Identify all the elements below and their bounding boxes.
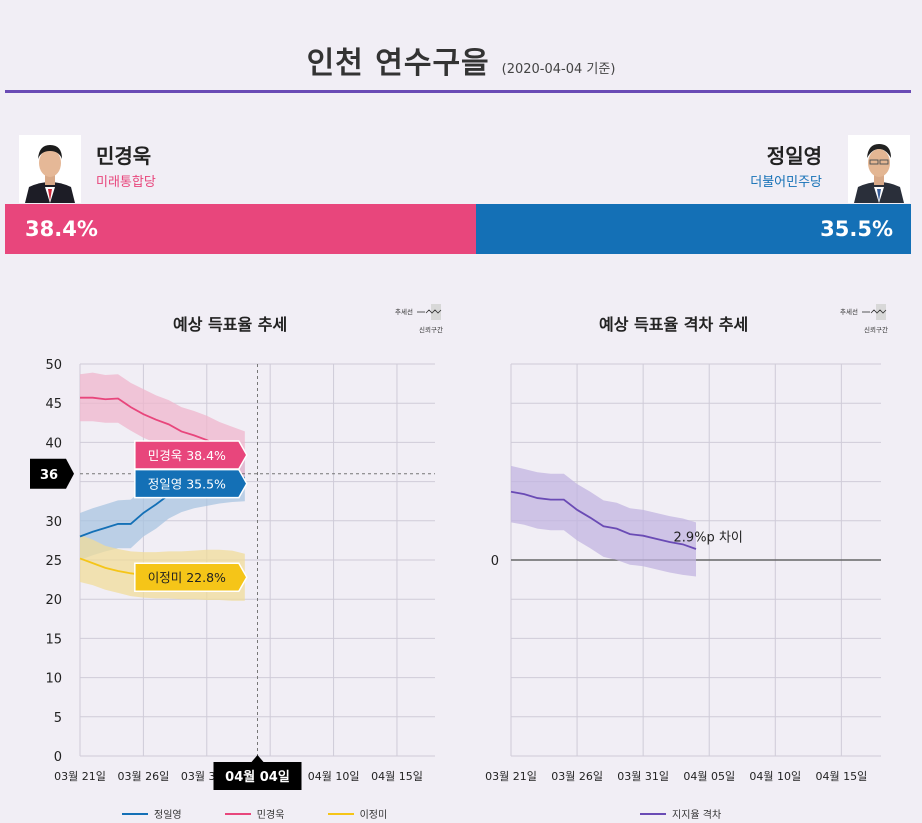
legend-label: 정일영 <box>154 810 182 821</box>
x-tick-label: 03월 21일 <box>485 769 537 783</box>
y-tick-label: 50 <box>45 358 62 373</box>
y-tick-label: 5 <box>54 711 62 726</box>
right-share-bar: 35.5% <box>476 204 911 254</box>
y-tick-label: 20 <box>45 593 62 608</box>
legend-swatch <box>327 812 354 815</box>
series-tooltip-label: 정일영 35.5% <box>148 477 226 492</box>
x-tick-label: 04월 15일 <box>815 769 867 783</box>
left-candidate-name: 민경욱 <box>96 144 152 168</box>
y-tick-label: 10 <box>45 672 62 687</box>
y-tick-label: 25 <box>45 554 62 569</box>
x-tick-label: 03월 21일 <box>54 769 106 783</box>
trend-band-legend-icon: 추세선 신뢰구간 <box>395 304 443 334</box>
series-tooltip-label: 민경욱 38.4% <box>148 448 226 463</box>
right-candidate-info: 정일영 더불어민주당 <box>750 140 822 190</box>
legend-label: 이정미 <box>359 810 388 821</box>
right-candidate-party: 더불어민주당 <box>750 175 822 190</box>
series-line <box>510 490 697 550</box>
mini-legend-left: 추세선 신뢰구간 <box>395 302 447 338</box>
left-share-label: 38.4% <box>25 217 98 241</box>
page-title: 인천 연수구을 <box>306 46 490 81</box>
avatar-left-candidate <box>19 135 81 203</box>
y-tick-label: 15 <box>45 632 62 647</box>
right-share-label: 35.5% <box>820 217 893 241</box>
y-tick-label: 40 <box>45 436 62 451</box>
y-tick-label: 0 <box>54 750 62 765</box>
right-candidate-name: 정일영 <box>766 144 822 168</box>
crosshair-x-tag <box>213 755 302 790</box>
crosshair-x-label: 04월 04일 <box>225 769 290 785</box>
mini-legend-line-label: 추세선 <box>395 307 413 316</box>
page-subtitle: (2020-04-04 기준) <box>501 62 616 77</box>
x-tick-label: 04월 10일 <box>749 769 801 783</box>
confidence-band <box>511 465 696 577</box>
mini-legend-right: 추세선 신뢰구간 <box>840 302 892 338</box>
trend-chart-title: 예상 득표율 추세 <box>173 315 288 334</box>
left-candidate-party: 미래통합당 <box>96 175 156 190</box>
mini-legend-band-label: 신뢰구간 <box>864 325 888 334</box>
x-tick-label: 04월 05일 <box>683 769 735 783</box>
x-tick-label: 03월 26일 <box>551 769 603 783</box>
avatar-right-candidate <box>848 135 910 203</box>
series-tooltip-label: 이정미 22.8% <box>148 570 226 585</box>
series-tooltip <box>134 440 248 470</box>
left-share-bar: 38.4% <box>5 204 476 254</box>
mini-legend-line-label: 추세선 <box>840 307 858 316</box>
legend-swatch <box>122 812 148 815</box>
series-tooltip <box>134 562 248 592</box>
legend-label: 지지율 격차 <box>672 810 722 821</box>
mini-legend-band-label: 신뢰구간 <box>419 325 443 334</box>
legend-swatch <box>224 812 251 815</box>
x-tick-label: 04월 10일 <box>308 769 360 783</box>
legend-swatch <box>640 812 666 815</box>
gap-chart-title: 예상 득표율 격차 추세 <box>599 315 749 334</box>
header-divider <box>5 90 911 93</box>
gap-annotation: 2.9%p 차이 <box>674 530 743 545</box>
x-tick-label: 03월 31일 <box>617 769 669 783</box>
gap-chart: 03월 21일 03월 26일 03월 31일 04월 05일 04월 10일 04월 1… <box>485 363 881 783</box>
left-candidate-info: 민경욱 미래통합당 <box>96 140 156 190</box>
x-tick-label: 04월 15일 <box>371 769 423 783</box>
legend-label: 민경욱 <box>256 810 285 821</box>
trend-band-legend-icon: 추세선 신뢰구간 <box>840 304 888 334</box>
y-tick-label: 0 <box>491 554 499 569</box>
header: 인천 연수구을 (2020-04-04 기준) <box>0 38 922 82</box>
y-tick-label: 45 <box>45 397 62 412</box>
x-tick-label: 03월 26일 <box>118 769 170 783</box>
trend-chart-legend: 정일영 민경욱 이정미 <box>122 806 387 821</box>
crosshair-y-label: 36 <box>40 468 58 483</box>
gap-chart-legend: 지지율 격차 <box>640 806 721 821</box>
y-tick-label: 30 <box>45 515 62 530</box>
crosshair-y-tag <box>30 458 74 489</box>
